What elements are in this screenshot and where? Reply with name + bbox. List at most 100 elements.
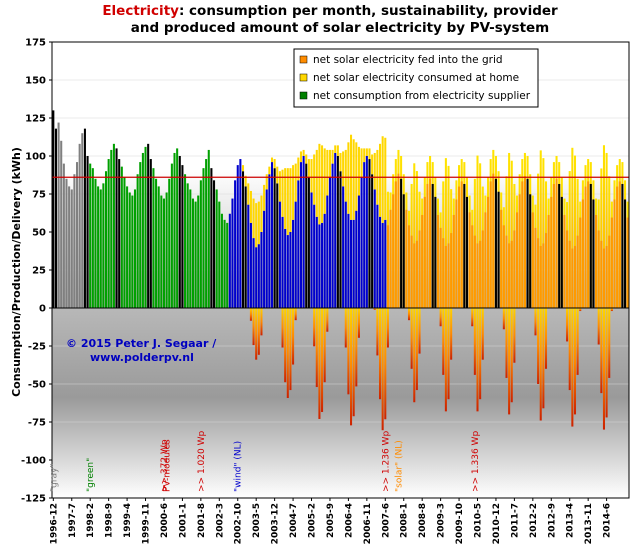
bar-solar-home: [360, 148, 363, 178]
bar-solar-home: [313, 154, 316, 205]
bar-solar-home: [573, 155, 577, 308]
bar-surplus-negative: [602, 308, 605, 430]
bar-solar-fed: [410, 235, 413, 308]
bar-consumption: [104, 171, 108, 308]
bar-consumption: [305, 163, 308, 308]
bar-consumption: [326, 195, 329, 308]
bar-surplus-negative: [566, 308, 569, 342]
x-tick-label: 2005-2: [308, 503, 318, 538]
annotation-label: "wind" (NL): [234, 441, 244, 492]
bar-solar-fed: [386, 225, 389, 308]
bar-solar-fed: [444, 245, 447, 308]
y-tick-label: 175: [25, 38, 46, 49]
bar-consumption: [120, 166, 123, 308]
y-tick-label: -100: [21, 456, 46, 467]
x-tick-label: 2012-2: [529, 503, 539, 538]
bar-solar-fed: [458, 186, 461, 308]
bar-consumption: [207, 149, 210, 308]
legend-label-home: net solar electricity consumed at home: [313, 72, 519, 84]
bar-solar-fed: [618, 181, 621, 308]
title-rest: : consumption per month, sustainability,…: [179, 3, 558, 19]
bar-consumption: [176, 148, 179, 308]
bar-solar-home: [479, 163, 482, 308]
x-tick-label: 2010-5: [474, 503, 484, 538]
bar-solar-home: [336, 145, 339, 156]
bar-solar-fed: [513, 230, 516, 308]
bar-consumption: [131, 195, 134, 308]
bar-surplus-negative: [510, 308, 513, 403]
bar-consumption: [54, 128, 57, 308]
bar-consumption: [168, 178, 171, 308]
bar-surplus-negative: [502, 308, 505, 330]
y-tick-label: -50: [28, 380, 46, 391]
bar-surplus-negative: [597, 308, 600, 345]
bar-consumption: [152, 168, 155, 308]
bar-consumption: [342, 186, 345, 308]
bar-solar-home: [321, 145, 324, 223]
bar-consumption: [281, 216, 284, 308]
x-tick-label: 2002-10: [234, 503, 244, 544]
bar-surplus-negative: [252, 308, 255, 346]
bar-surplus-negative: [344, 308, 347, 348]
bar-consumption: [147, 143, 150, 308]
bar-surplus-negative: [473, 308, 476, 375]
bar-solar-fed: [400, 178, 403, 308]
x-tick-label: 2003-5: [252, 503, 262, 538]
bar-solar-fed: [510, 240, 513, 308]
y-axis-label: Consumption/Production/Delivery (kWh): [10, 147, 23, 397]
x-tick-label: 1997-7: [68, 503, 78, 538]
x-tick-label: 2006-4: [344, 503, 354, 538]
bar-consumption: [241, 171, 245, 308]
y-tick-label: -75: [28, 418, 46, 429]
bar-consumption: [128, 192, 131, 308]
bar-consumption: [310, 192, 313, 308]
bar-solar-fed: [539, 245, 542, 308]
bar-surplus-negative: [352, 308, 355, 417]
bar-solar-fed: [552, 183, 555, 308]
bar-solar-home: [571, 147, 574, 308]
bar-solar-home: [305, 154, 308, 164]
bar-solar-fed: [476, 243, 479, 308]
bar-solar-home: [323, 148, 326, 214]
bar-consumption: [102, 183, 105, 308]
bar-solar-fed: [547, 214, 550, 308]
bar-solar-home: [247, 183, 250, 205]
bar-solar-fed: [563, 214, 566, 308]
bar-consumption: [381, 222, 384, 308]
bar-consumption: [189, 189, 192, 308]
annotation-label: PV-modules: [163, 439, 173, 492]
bar-surplus-negative: [415, 308, 418, 391]
bar-surplus-negative: [347, 308, 350, 395]
y-tick-label: 125: [25, 114, 46, 125]
bar-surplus-negative: [571, 308, 574, 427]
bar-consumption: [321, 222, 324, 308]
annotation-label: "green": [86, 458, 96, 492]
bar-solar-home: [284, 168, 287, 229]
bar-consumption: [299, 162, 303, 308]
bar-consumption: [363, 162, 366, 308]
bar-solar-fed: [487, 196, 490, 308]
bar-solar-fed: [542, 243, 545, 308]
bar-surplus-negative: [286, 308, 289, 398]
bar-solar-fed: [515, 212, 519, 308]
bar-solar-home: [539, 150, 542, 308]
x-tick-label: 2011-7: [510, 503, 520, 538]
bar-solar-home: [602, 145, 605, 308]
bar-solar-fed: [579, 217, 582, 308]
bar-consumption: [292, 219, 295, 308]
bar-solar-home: [276, 166, 279, 184]
y-tick-label: 25: [32, 266, 46, 277]
bar-consumption: [350, 219, 353, 308]
bar-surplus-negative: [544, 308, 548, 369]
bar-solar-fed: [479, 240, 482, 308]
bar-solar-fed: [431, 183, 434, 308]
x-tick-label: 2004-7: [289, 503, 299, 538]
bar-solar-fed: [492, 173, 495, 308]
bar-solar-home: [384, 137, 387, 220]
bar-consumption: [373, 189, 376, 308]
bar-surplus-negative: [284, 308, 287, 383]
bar-solar-home: [605, 152, 608, 308]
y-tick-label: 75: [32, 190, 46, 201]
bar-solar-fed: [473, 235, 476, 308]
bar-solar-home: [270, 157, 274, 163]
